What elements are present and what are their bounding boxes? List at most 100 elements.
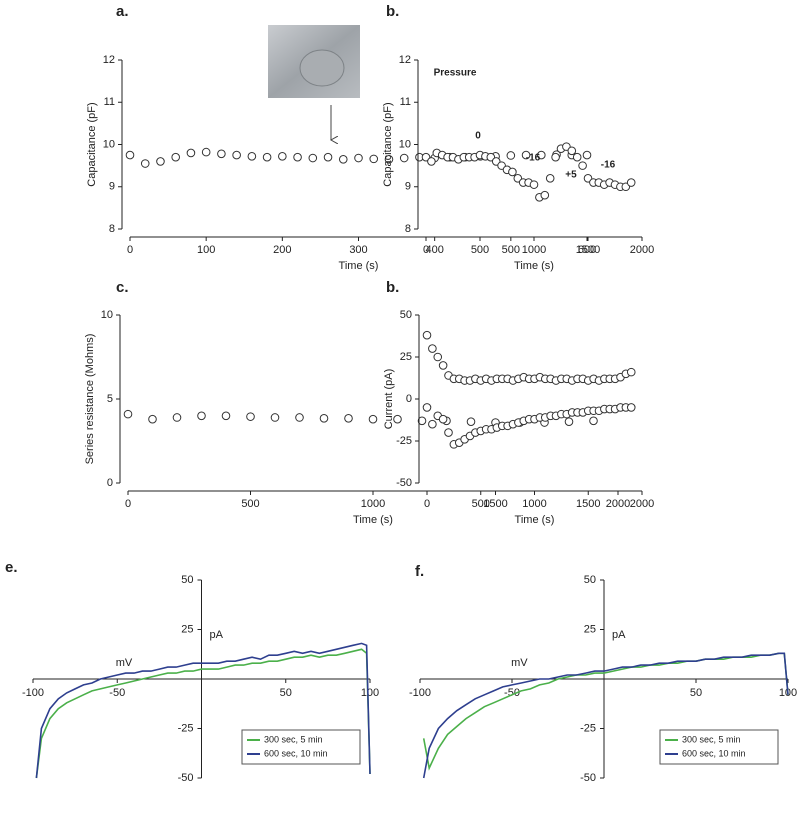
panel-label: a. bbox=[116, 3, 129, 20]
data-point bbox=[567, 146, 577, 156]
y-tick-label: 50 bbox=[584, 574, 596, 586]
data-point bbox=[626, 403, 636, 412]
x-axis-title: mV bbox=[511, 657, 528, 669]
x-axis-title: Time (s) bbox=[514, 260, 554, 272]
x-tick-label: 1000 bbox=[522, 498, 546, 510]
data-point bbox=[308, 153, 318, 163]
data-point bbox=[438, 414, 448, 424]
panel-label: b. bbox=[386, 279, 399, 296]
data-point bbox=[626, 178, 636, 187]
data-point bbox=[589, 416, 598, 426]
data-point bbox=[123, 409, 133, 419]
y-tick-label: 25 bbox=[584, 623, 596, 635]
y-tick-label: 0 bbox=[406, 393, 412, 405]
panel-label: c. bbox=[116, 279, 129, 296]
y-tick-label: 5 bbox=[107, 393, 113, 405]
data-point bbox=[125, 150, 135, 160]
x-tick-label: 0 bbox=[125, 498, 131, 510]
x-tick-label: 1500 bbox=[483, 498, 507, 510]
x-tick-label: 200 bbox=[273, 244, 291, 256]
data-point bbox=[466, 417, 476, 426]
x-tick-label: 100 bbox=[361, 687, 379, 699]
series-line bbox=[35, 642, 371, 779]
x-tick-label: 0 bbox=[423, 244, 429, 256]
x-axis-title: mV bbox=[116, 657, 133, 669]
data-point bbox=[506, 151, 516, 160]
y-tick-label: 9 bbox=[405, 181, 411, 193]
data-point bbox=[247, 152, 257, 161]
data-point bbox=[537, 150, 546, 160]
data-point bbox=[428, 419, 437, 429]
data-point bbox=[438, 361, 448, 370]
legend-box bbox=[241, 729, 361, 765]
data-point bbox=[354, 153, 363, 163]
data-point bbox=[578, 161, 587, 170]
y-tick-label: 0 bbox=[107, 477, 113, 489]
data-point bbox=[344, 414, 353, 423]
x-axis-title: Time (s) bbox=[353, 514, 393, 526]
series-line bbox=[422, 652, 789, 779]
x-tick-label: 2000 bbox=[630, 498, 654, 510]
data-point bbox=[572, 152, 582, 162]
y-tick-label: 25 bbox=[181, 623, 193, 635]
data-point bbox=[270, 413, 280, 422]
x-tick-label: 100 bbox=[197, 244, 215, 256]
y-tick-label: 8 bbox=[405, 223, 411, 235]
y-axis-title: Capacitance (pF) bbox=[86, 102, 98, 186]
y-tick-label: 11 bbox=[104, 96, 115, 108]
data-point bbox=[338, 154, 348, 164]
legend-label: 300 sec, 5 min bbox=[264, 734, 323, 744]
annotation: -16 bbox=[601, 160, 616, 171]
data-point bbox=[521, 150, 531, 160]
y-tick-label: -50 bbox=[178, 772, 194, 784]
x-tick-label: 0 bbox=[424, 498, 430, 510]
data-point bbox=[545, 174, 555, 183]
y-tick-label: 10 bbox=[103, 138, 115, 150]
x-tick-label: 1000 bbox=[361, 498, 385, 510]
legend-label: 600 sec, 10 min bbox=[682, 748, 746, 758]
y-axis-title: pA bbox=[210, 629, 224, 641]
y-axis-title: Series resistance (Mohms) bbox=[84, 334, 96, 465]
x-axis-title: Time (s) bbox=[515, 514, 555, 526]
y-tick-label: 12 bbox=[399, 54, 411, 66]
data-point bbox=[278, 152, 287, 161]
x-tick-label: 2000 bbox=[630, 244, 654, 256]
y-tick-label: 9 bbox=[109, 181, 115, 193]
y-tick-label: 50 bbox=[181, 574, 193, 586]
legend-label: 300 sec, 5 min bbox=[682, 734, 741, 744]
data-point bbox=[417, 416, 427, 426]
panel-label: e. bbox=[5, 559, 18, 576]
annotation: -16 bbox=[526, 153, 541, 164]
data-point bbox=[444, 428, 453, 437]
panel-label: f. bbox=[415, 563, 424, 580]
y-tick-label: -50 bbox=[396, 477, 412, 489]
data-point bbox=[428, 344, 437, 353]
x-tick-label: -100 bbox=[22, 687, 44, 699]
data-point bbox=[433, 352, 443, 362]
y-axis-title: Current (pA) bbox=[383, 369, 395, 430]
annotation: +5 bbox=[565, 170, 577, 181]
data-point bbox=[171, 152, 180, 162]
data-point bbox=[221, 411, 231, 421]
legend-box bbox=[659, 729, 779, 765]
data-point bbox=[186, 148, 196, 158]
annotation: Pressure bbox=[434, 68, 477, 79]
legend-label: 600 sec, 10 min bbox=[264, 748, 328, 758]
data-point bbox=[246, 412, 255, 421]
data-point bbox=[323, 152, 333, 162]
x-tick-label: 50 bbox=[280, 687, 292, 699]
x-tick-label: 300 bbox=[349, 244, 367, 256]
y-tick-label: 11 bbox=[400, 96, 411, 108]
x-tick-label: 50 bbox=[690, 687, 702, 699]
y-tick-label: -25 bbox=[396, 435, 412, 447]
data-point bbox=[172, 413, 182, 422]
x-tick-label: 500 bbox=[502, 244, 520, 256]
x-tick-label: 1500 bbox=[576, 244, 600, 256]
data-point bbox=[422, 330, 432, 340]
y-axis-title: pA bbox=[612, 629, 626, 641]
x-tick-label: 1000 bbox=[522, 244, 546, 256]
data-point bbox=[582, 150, 592, 160]
y-tick-label: 10 bbox=[399, 138, 411, 150]
y-tick-label: 8 bbox=[109, 223, 115, 235]
